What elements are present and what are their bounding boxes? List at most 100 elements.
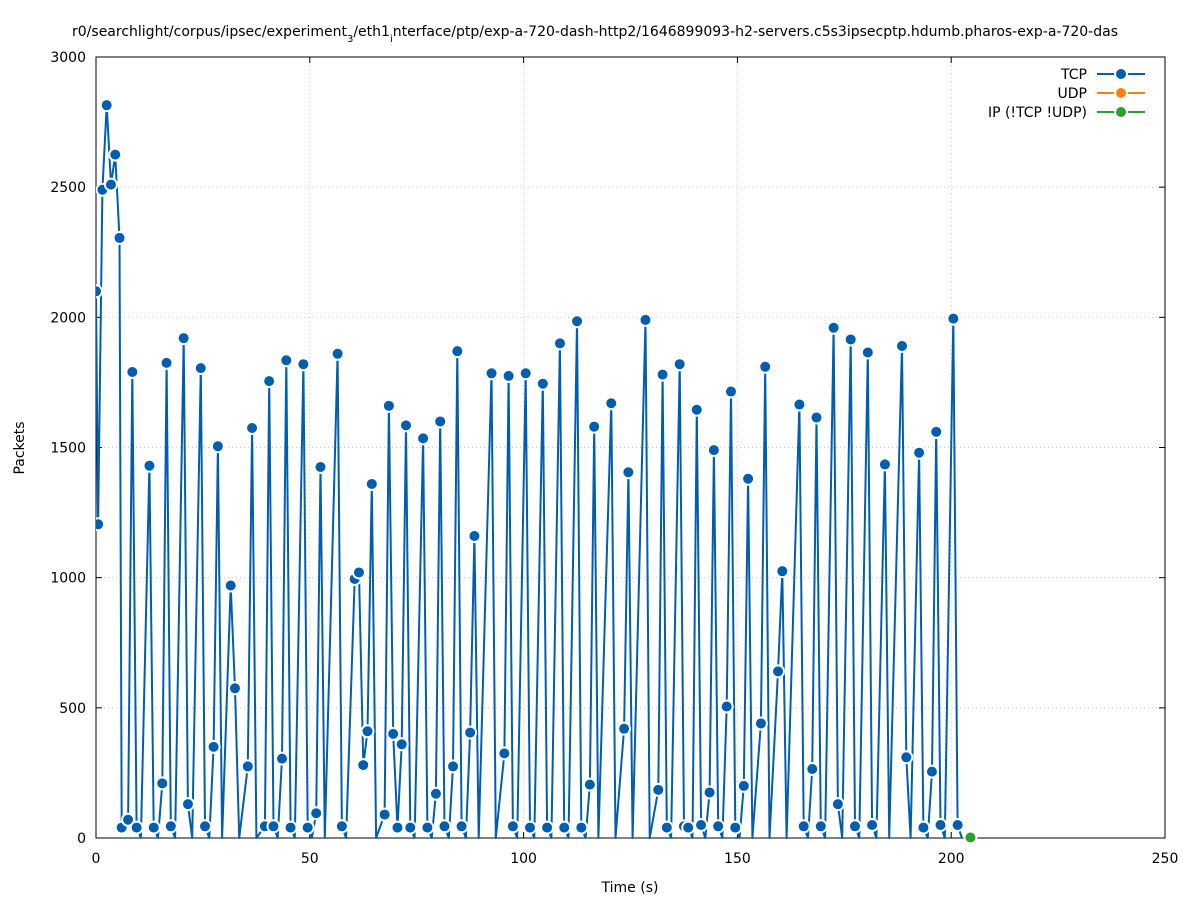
data-point xyxy=(946,311,961,326)
legend-marker xyxy=(1114,67,1128,81)
data-point xyxy=(180,797,195,812)
data-point xyxy=(655,367,670,382)
x-tick-label: 100 xyxy=(510,851,537,867)
data-point xyxy=(929,424,944,439)
data-point xyxy=(467,529,482,544)
data-point xyxy=(381,398,396,413)
data-point xyxy=(403,820,418,835)
data-point xyxy=(540,820,555,835)
data-point xyxy=(728,820,743,835)
data-point xyxy=(279,353,294,368)
data-point xyxy=(843,332,858,347)
legend: TCP UDP IP (!TCP !UDP) xyxy=(988,67,1145,121)
y-tick-label: 1500 xyxy=(50,441,86,457)
data-point xyxy=(711,819,726,834)
data-point xyxy=(446,759,461,774)
data-point xyxy=(198,819,213,834)
data-point xyxy=(142,458,157,473)
x-axis-label: Time (s) xyxy=(601,880,659,896)
data-point xyxy=(262,374,277,389)
data-point xyxy=(501,368,516,383)
legend-marker xyxy=(1114,105,1128,119)
data-point xyxy=(805,762,820,777)
data-point xyxy=(933,817,948,832)
data-point xyxy=(860,345,875,360)
data-point xyxy=(283,820,298,835)
legend-label: IP (!TCP !UDP) xyxy=(988,105,1087,121)
data-point xyxy=(364,476,379,491)
x-tick-label: 250 xyxy=(1152,851,1179,867)
data-point xyxy=(792,397,807,412)
data-point xyxy=(924,764,939,779)
data-point xyxy=(552,336,567,351)
data-point xyxy=(356,758,371,773)
data-point xyxy=(125,365,140,380)
x-tick-label: 150 xyxy=(724,851,751,867)
data-point xyxy=(420,820,435,835)
data-point xyxy=(450,344,465,359)
data-point xyxy=(702,785,717,800)
data-point xyxy=(723,384,738,399)
data-point xyxy=(309,806,324,821)
legend-entry: IP (!TCP !UDP) xyxy=(988,105,1145,121)
series-line xyxy=(96,104,963,839)
data-point xyxy=(497,746,512,761)
data-point xyxy=(227,681,242,696)
data-point xyxy=(916,820,931,835)
data-point xyxy=(617,721,632,736)
x-ticks: 0 50 100 150 200 250 xyxy=(92,57,1179,867)
data-point xyxy=(587,419,602,434)
data-point xyxy=(377,807,392,822)
data-point xyxy=(394,737,409,752)
y-tick-label: 0 xyxy=(77,831,86,847)
x-tick-label: 200 xyxy=(938,851,965,867)
data-point xyxy=(638,312,653,327)
data-point xyxy=(428,786,443,801)
data-point xyxy=(245,420,260,435)
data-point xyxy=(505,819,520,834)
data-point xyxy=(103,177,118,192)
data-point xyxy=(121,812,136,827)
data-point xyxy=(771,664,786,679)
y-tick-label: 1000 xyxy=(50,571,86,587)
data-point xyxy=(99,98,114,113)
data-point xyxy=(963,830,978,845)
legend-entry: UDP xyxy=(1058,86,1145,102)
data-point xyxy=(899,750,914,765)
y-tick-label: 2500 xyxy=(50,180,86,196)
data-point xyxy=(895,338,910,353)
chart-title: r0/searchlight/corpus/ipsec/experiment3/… xyxy=(72,24,1118,45)
data-point xyxy=(672,357,687,372)
data-point xyxy=(108,147,123,162)
data-point xyxy=(112,230,127,245)
data-point xyxy=(193,361,208,376)
legend-entry: TCP xyxy=(1060,67,1145,83)
data-point xyxy=(535,376,550,391)
data-point xyxy=(518,366,533,381)
data-point xyxy=(159,355,174,370)
data-point xyxy=(330,346,345,361)
data-point xyxy=(621,465,636,480)
data-point xyxy=(129,820,144,835)
data-point xyxy=(240,759,255,774)
data-point xyxy=(694,817,709,832)
data-point xyxy=(96,517,106,532)
data-point xyxy=(163,819,178,834)
data-point xyxy=(463,725,478,740)
data-point xyxy=(775,564,790,579)
series-tcp xyxy=(96,98,965,839)
data-point xyxy=(574,820,589,835)
data-point xyxy=(313,460,328,475)
data-point xyxy=(155,776,170,791)
legend-label: TCP xyxy=(1060,67,1087,83)
data-point xyxy=(266,819,281,834)
data-point xyxy=(454,819,469,834)
data-point xyxy=(275,751,290,766)
data-point xyxy=(146,820,161,835)
data-point xyxy=(753,716,768,731)
y-tick-label: 3000 xyxy=(50,50,86,66)
data-point xyxy=(651,782,666,797)
x-tick-label: 0 xyxy=(92,851,101,867)
data-point xyxy=(877,457,892,472)
data-point xyxy=(557,820,572,835)
